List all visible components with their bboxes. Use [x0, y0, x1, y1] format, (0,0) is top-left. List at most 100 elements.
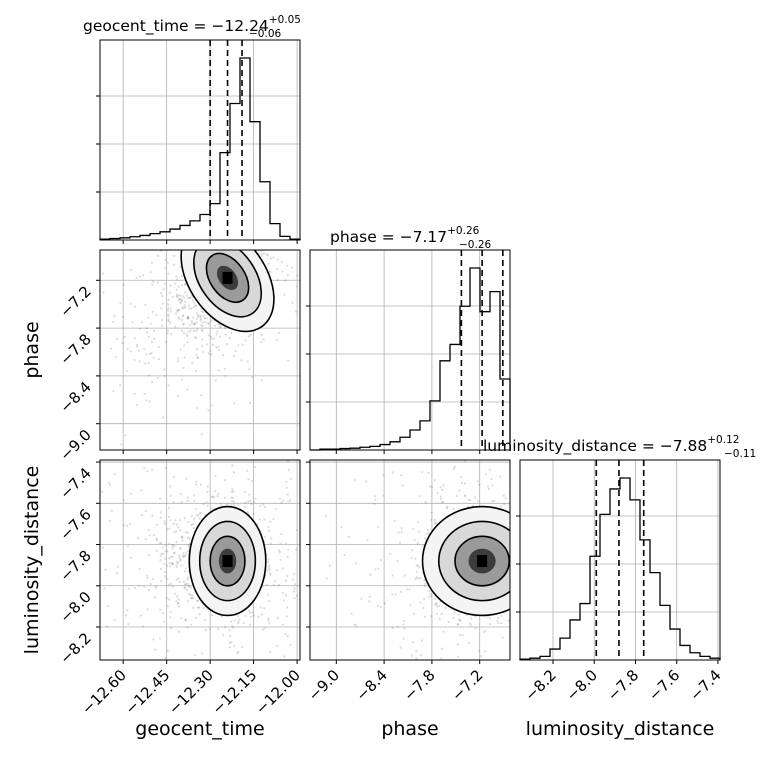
sample-point: [286, 274, 289, 277]
sample-point: [124, 614, 127, 617]
sample-point: [249, 333, 252, 336]
sample-point: [460, 481, 463, 484]
sample-point: [447, 620, 450, 624]
sample-point: [515, 597, 517, 599]
sample-point: [144, 537, 147, 541]
sample-point: [279, 558, 282, 561]
sample-point: [139, 327, 142, 330]
sample-point: [254, 244, 256, 246]
sample-point: [162, 288, 165, 291]
sample-point: [161, 295, 164, 298]
sample-point: [269, 520, 272, 523]
sample-point: [175, 523, 178, 526]
sample-point: [184, 583, 187, 586]
sample-point: [491, 484, 494, 487]
sample-point: [276, 645, 279, 648]
sample-point: [267, 617, 270, 620]
sample-point: [244, 243, 246, 245]
sample-point: [292, 578, 295, 581]
sample-point: [163, 520, 166, 523]
sample-point: [169, 308, 172, 311]
sample-point: [185, 552, 188, 555]
sample-point: [467, 498, 470, 501]
sample-point: [183, 296, 186, 299]
sample-point: [504, 497, 507, 500]
sample-point: [223, 479, 226, 482]
sample-point: [326, 233, 328, 235]
sample-point: [409, 603, 412, 606]
sample-point: [440, 612, 443, 616]
sample-point: [438, 604, 441, 607]
sample-point: [126, 524, 129, 527]
sample-point: [189, 623, 193, 626]
sample-point: [169, 582, 172, 586]
sample-point: [113, 618, 116, 621]
sample-point: [278, 549, 281, 552]
xlabel-luminosity-distance: luminosity_distance: [526, 718, 715, 740]
sample-point: [478, 483, 481, 486]
sample-point: [377, 567, 380, 570]
sample-point: [515, 546, 517, 548]
sample-point: [186, 317, 189, 320]
sample-point: [169, 284, 172, 287]
sample-point: [164, 657, 167, 660]
sample-point: [184, 554, 187, 557]
sample-point: [147, 588, 151, 592]
sample-point: [360, 597, 363, 600]
sample-point: [232, 490, 235, 493]
sample-point: [175, 530, 178, 533]
sample-point: [515, 550, 517, 552]
sample-point: [517, 527, 519, 529]
sample-point: [281, 623, 284, 626]
sample-point: [287, 359, 290, 362]
sample-point: [269, 572, 272, 575]
sample-point: [419, 577, 422, 580]
sample-point: [160, 319, 164, 322]
sample-point: [418, 530, 421, 533]
sample-point: [169, 485, 172, 488]
sample-point: [168, 527, 171, 530]
sample-point: [210, 496, 214, 499]
sample-point: [474, 496, 477, 499]
sample-point: [165, 544, 168, 547]
sample-point: [237, 622, 240, 625]
sample-point: [516, 585, 518, 587]
sample-point: [210, 507, 214, 510]
sample-point: [203, 317, 206, 320]
sample-point: [183, 586, 186, 589]
sample-point: [210, 353, 213, 356]
sample-point: [415, 564, 418, 567]
sample-point: [263, 518, 266, 521]
title-luminosity-distance-minus: −0.11: [724, 448, 756, 460]
sample-point: [185, 588, 188, 591]
sample-point: [181, 554, 184, 558]
sample-point: [175, 541, 178, 544]
sample-point: [181, 535, 184, 538]
sample-point: [226, 246, 228, 248]
sample-point: [148, 400, 151, 403]
sample-point: [195, 513, 198, 516]
sample-point: [127, 668, 129, 670]
sample-point: [137, 536, 140, 540]
sample-point: [217, 492, 220, 495]
sample-point: [144, 509, 147, 512]
sample-point: [167, 303, 170, 306]
sample-point: [227, 243, 229, 245]
sample-point: [180, 299, 183, 302]
sample-point: [266, 561, 270, 564]
sample-point: [238, 241, 240, 243]
sample-point: [191, 597, 195, 600]
sample-point: [176, 293, 179, 296]
sample-point: [244, 241, 246, 243]
sample-point: [187, 544, 190, 547]
sample-point: [230, 620, 233, 623]
sample-point: [514, 607, 516, 609]
sample-point: [406, 588, 409, 591]
sample-point: [211, 343, 214, 346]
sample-point: [295, 285, 298, 288]
sample-point: [137, 349, 141, 352]
sample-point: [188, 592, 191, 596]
sample-point: [424, 582, 427, 586]
sample-point: [440, 683, 442, 685]
sample-point: [204, 320, 207, 323]
